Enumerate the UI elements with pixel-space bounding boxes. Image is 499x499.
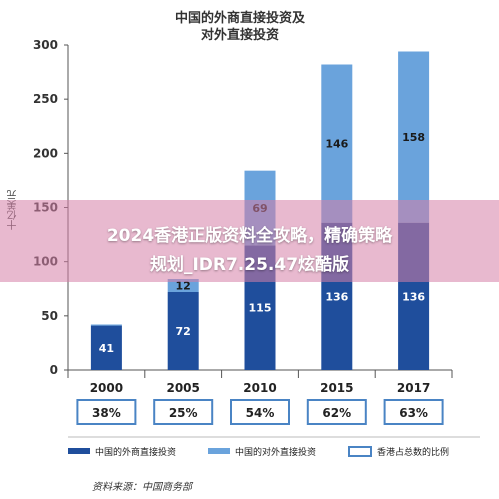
- x-tick-label-2010: 2010: [243, 381, 276, 395]
- x-tick-label-2015: 2015: [320, 381, 353, 395]
- y-tick-label: 300: [33, 38, 58, 52]
- hk-share-label-2015: 62%: [322, 406, 351, 420]
- y-tick-label: 200: [33, 146, 58, 160]
- data-label-odi-2015: 146: [325, 138, 348, 151]
- y-tick-label: 50: [41, 309, 58, 323]
- legend-label-hk-share: 香港占总数的比例: [377, 447, 450, 458]
- watermark-line2: 规划_IDR7.25.47炫酷版: [149, 255, 350, 275]
- legend-swatch-odi: [208, 448, 230, 454]
- bar-odi-2005: [167, 279, 199, 292]
- hk-share-label-2010: 54%: [246, 406, 275, 420]
- legend: 中国的外商直接投资 中国的对外直接投资 香港占总数的比例: [68, 444, 488, 458]
- legend-item-fdi: 中国的外商直接投资: [68, 444, 176, 458]
- source-note: 资料来源：中国商务部: [92, 482, 192, 493]
- legend-swatch-fdi: [68, 448, 90, 454]
- data-label-fdi-2010: 115: [249, 302, 272, 315]
- hk-share-label-2000: 38%: [92, 406, 121, 420]
- legend-item-odi: 中国的对外直接投资: [208, 444, 316, 458]
- hk-share-box-2015: [306, 399, 367, 425]
- bar-odi-2015: [321, 64, 353, 223]
- chart-title-line1: 中国的外商直接投资及: [174, 11, 305, 26]
- bar-fdi-2000: [90, 325, 122, 370]
- hk-share-box-2010: [230, 399, 290, 425]
- data-label-fdi-2000: 41: [99, 342, 114, 355]
- hk-share-box-2000: [76, 399, 137, 425]
- x-tick-label-2017: 2017: [397, 381, 430, 395]
- hk-share-label-2017: 63%: [399, 406, 428, 420]
- hk-share-label-2005: 25%: [169, 406, 198, 420]
- chart-title-line2: 对外直接投资: [200, 28, 279, 43]
- data-label-fdi-2005: 72: [176, 325, 191, 338]
- data-label-odi-2017: 158: [402, 131, 425, 144]
- data-label-fdi-2015: 136: [325, 290, 348, 303]
- watermark-band: [0, 200, 499, 282]
- hk-share-box-2017: [383, 399, 444, 425]
- legend-swatch-hk-share: [348, 445, 372, 457]
- bar-odi-2000: [90, 324, 122, 326]
- x-tick-label-2005: 2005: [166, 381, 199, 395]
- y-tick-label: 250: [33, 92, 58, 106]
- x-tick-label-2000: 2000: [90, 381, 123, 395]
- hk-share-box-2005: [153, 399, 214, 425]
- y-tick-label: 0: [50, 363, 58, 377]
- legend-label-odi: 中国的对外直接投资: [235, 447, 317, 458]
- bar-odi-2017: [398, 51, 430, 223]
- legend-label-fdi: 中国的外商直接投资: [95, 447, 177, 458]
- watermark-line1: 2024香港正版资料全攻略，精确策略: [106, 226, 393, 246]
- data-label-fdi-2017: 136: [402, 290, 425, 303]
- legend-item-hk-share: 香港占总数的比例: [348, 444, 449, 458]
- bar-fdi-2005: [167, 292, 199, 370]
- data-label-odi-2005: 12: [176, 280, 191, 293]
